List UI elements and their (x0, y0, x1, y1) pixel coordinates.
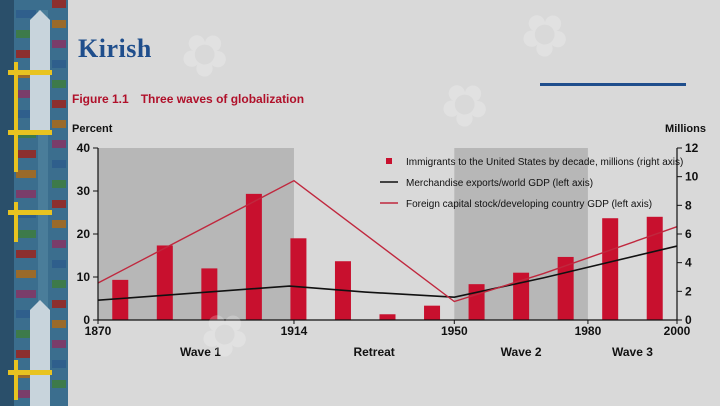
left-axis-label: Percent (72, 123, 113, 135)
bar (646, 216, 663, 320)
right-tick-label: 0 (685, 313, 692, 327)
x-tick-label: 1870 (85, 324, 112, 338)
bar (201, 268, 218, 320)
x-tick-label: 2000 (664, 324, 691, 338)
axes: 0 10 20 30 40 0 2 4 6 8 10 12 1870 1914 1950 1980 2000 Pe… (72, 123, 706, 338)
right-tick-label: 6 (685, 227, 692, 241)
x-tick-label: 1914 (281, 324, 308, 338)
figure-title: Three waves of globalization (140, 92, 305, 106)
right-axis-label: Millions (665, 123, 706, 135)
right-tick-label: 10 (685, 170, 699, 184)
bar (602, 218, 619, 320)
right-tick-label: 12 (685, 141, 699, 155)
x-tick-label: 1950 (441, 324, 468, 338)
left-tick-label: 0 (83, 313, 90, 327)
bar (424, 305, 441, 320)
merchandise-exports-line (97, 245, 678, 302)
bar (245, 193, 262, 320)
foreign-capital-line (97, 179, 678, 303)
legend: Immigrants to the United States by decad… (380, 157, 683, 210)
figure-caption: Figure 1.1 Three waves of globalization (72, 92, 304, 106)
right-tick-label: 2 (685, 284, 692, 298)
container-port-image (0, 0, 68, 406)
legend-label: Merchandise exports/world GDP (left axis… (406, 178, 593, 189)
bar (468, 284, 485, 320)
line-series (97, 179, 678, 303)
legend-label: Immigrants to the United States by decad… (406, 157, 683, 168)
period-label: Retreat (353, 345, 394, 359)
right-tick-label: 4 (685, 256, 692, 270)
bar-series (112, 193, 663, 320)
legend-bar-swatch (386, 158, 392, 164)
right-tick-label: 8 (685, 198, 692, 212)
bar (290, 238, 307, 320)
period-label: Wave 2 (501, 345, 542, 359)
title-divider (540, 83, 686, 86)
left-tick-label: 40 (77, 141, 91, 155)
port-photo-strip (0, 0, 68, 406)
legend-label: Foreign capital stock/developing country… (406, 199, 652, 210)
bar (379, 314, 396, 320)
slide-title: Kirish (78, 34, 152, 63)
left-tick-label: 20 (77, 227, 91, 241)
x-tick-label: 1980 (575, 324, 602, 338)
bar (112, 279, 129, 320)
period-label: Wave 1 (180, 345, 221, 359)
bar (513, 272, 530, 320)
left-tick-label: 30 (77, 184, 91, 198)
period-label: Wave 3 (612, 345, 653, 359)
bar (156, 245, 173, 320)
left-tick-label: 10 (77, 270, 91, 284)
figure-number: Figure 1.1 (72, 92, 129, 106)
period-labels: Wave 1 Retreat Wave 2 Wave 3 (180, 345, 653, 359)
